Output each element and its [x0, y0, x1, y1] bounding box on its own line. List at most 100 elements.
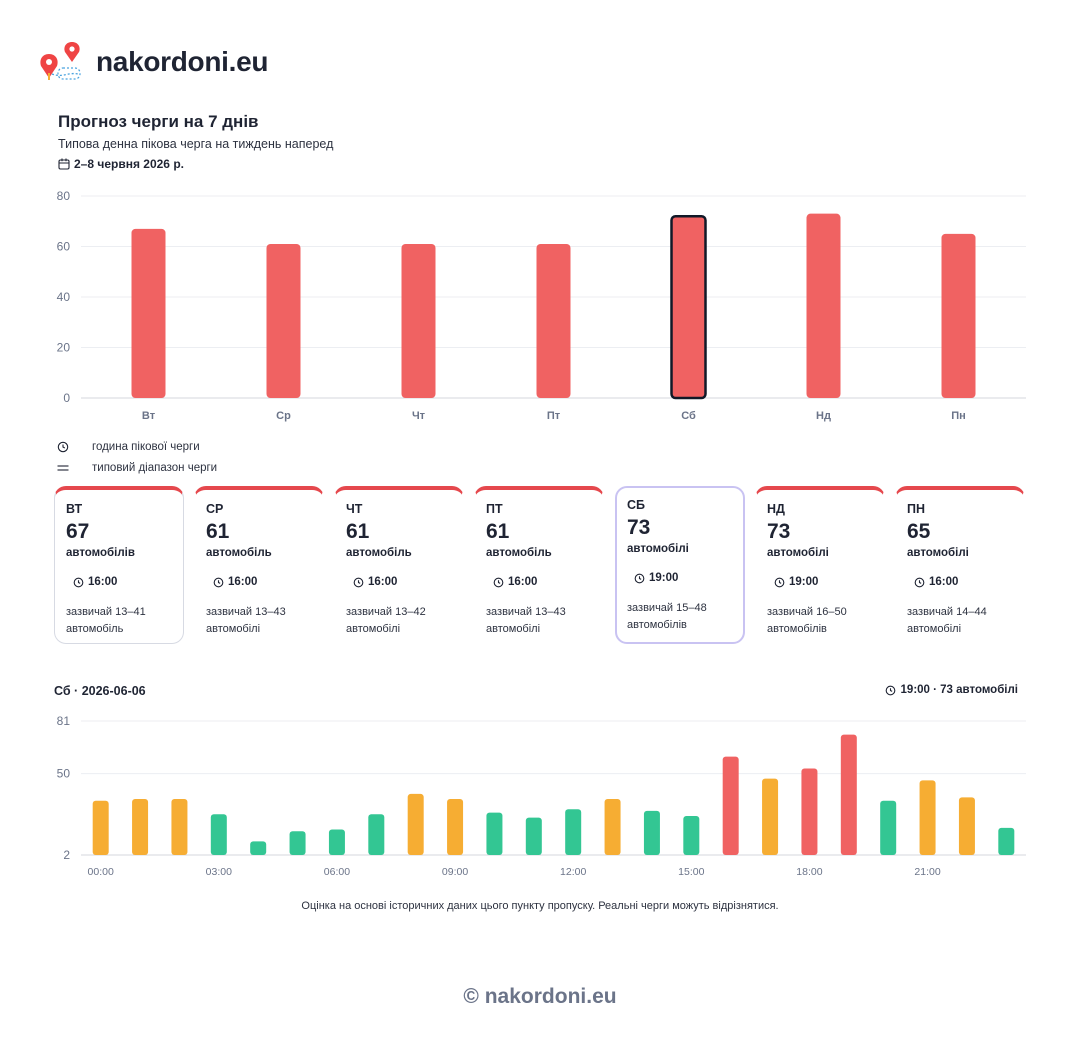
map-pins-route-icon: [40, 42, 81, 80]
day-card[interactable]: НД 73 автомобілі 19:00 зазвичай 16–50 ав…: [755, 486, 885, 644]
hour-bar: [447, 799, 464, 855]
day-card[interactable]: СБ 73 автомобілі 19:00 зазвичай 15–48 ав…: [615, 486, 745, 644]
bar: [670, 214, 707, 400]
hour-bar: [998, 827, 1015, 855]
chart-legend: година пікової черги типовий діапазон че…: [56, 436, 217, 478]
card-range: зазвичай 15–48 автомобілів: [627, 600, 707, 634]
clock-icon: [56, 440, 70, 454]
card-peak-value: 16:00: [929, 576, 959, 588]
card-range-line1: зазвичай 13–43: [206, 606, 286, 618]
card-range: зазвичай 14–44 автомобілі: [907, 604, 987, 638]
day-card[interactable]: ВТ 67 автомобілів 16:00 зазвичай 13–41 а…: [54, 486, 184, 644]
x-tick-label: 00:00: [88, 866, 114, 878]
day-card[interactable]: ЧТ 61 автомобіль 16:00 зазвичай 13–42 ав…: [334, 486, 464, 644]
card-day: СР: [206, 502, 224, 516]
legend-item-peak-hour: година пікової черги: [56, 436, 217, 457]
x-tick-label: Вт: [142, 410, 156, 422]
detail-peak-summary: 19:00 · 73 автомобілі: [885, 684, 1018, 696]
day-cards: ВТ 67 автомобілів 16:00 зазвичай 13–41 а…: [54, 486, 1026, 646]
brand-logo[interactable]: nakordoni.eu: [38, 42, 269, 82]
bar: [941, 233, 976, 398]
hour-bar: [919, 780, 936, 855]
x-tick-label: Сб: [681, 410, 696, 422]
y-tick-label: 0: [63, 391, 70, 405]
card-unit: автомобілів: [66, 547, 135, 559]
clock-icon: [914, 577, 925, 587]
card-range-line2: автомобілі: [346, 623, 401, 635]
card-unit: автомобілі: [627, 543, 689, 555]
hour-bar: [880, 800, 897, 855]
card-range-line1: зазвичай 14–44: [907, 606, 987, 618]
clock-icon: [493, 577, 504, 587]
card-day: СБ: [627, 498, 646, 512]
card-range-line2: автомобілів: [767, 623, 827, 635]
card-range-line2: автомобіль: [66, 623, 124, 635]
card-unit: автомобіль: [486, 547, 552, 559]
x-tick-label: 12:00: [560, 866, 586, 878]
card-day: ВТ: [66, 502, 83, 516]
hour-bar: [762, 778, 779, 855]
card-range: зазвичай 13–43 автомобілі: [486, 604, 566, 638]
card-count: 65: [907, 520, 931, 543]
hour-bar: [958, 797, 975, 855]
y-tick-label: 50: [57, 767, 71, 781]
clock-icon: [213, 577, 224, 587]
day-card[interactable]: ПТ 61 автомобіль 16:00 зазвичай 13–43 ав…: [474, 486, 604, 644]
legend-item-typical-range: типовий діапазон черги: [56, 457, 217, 478]
x-tick-label: Чт: [412, 410, 426, 422]
card-range-line1: зазвичай 16–50: [767, 606, 847, 618]
card-peak-value: 16:00: [228, 576, 258, 588]
hour-bar: [92, 800, 109, 855]
clock-icon: [634, 573, 645, 583]
card-day: ЧТ: [346, 502, 363, 516]
x-tick-label: 03:00: [206, 866, 232, 878]
day-card[interactable]: ПН 65 автомобілі 16:00 зазвичай 14–44 ав…: [895, 486, 1025, 644]
x-tick-label: 21:00: [914, 866, 940, 878]
card-range: зазвичай 13–41 автомобіль: [66, 604, 146, 638]
card-count: 67: [66, 520, 90, 543]
hour-bar: [565, 809, 582, 855]
hour-bar: [840, 734, 857, 855]
hour-bar: [722, 756, 739, 855]
card-peak-time: 16:00: [493, 576, 537, 588]
hour-bar: [604, 799, 621, 855]
bar: [266, 243, 301, 398]
x-tick-label: Пн: [951, 410, 966, 422]
card-unit: автомобілі: [767, 547, 829, 559]
card-peak-time: 16:00: [914, 576, 958, 588]
hour-bar: [643, 810, 660, 855]
forecast-date-range: 2–8 червня 2026 р.: [58, 157, 184, 171]
card-count: 73: [767, 520, 791, 543]
x-tick-label: Нд: [816, 410, 831, 422]
detail-title: Сб · 2026-06-06: [54, 684, 146, 698]
bar: [806, 213, 841, 398]
card-day: ПТ: [486, 502, 503, 516]
hour-bar: [368, 814, 385, 855]
disclaimer-note: Оцінка на основі історичних даних цього …: [301, 900, 779, 912]
hour-bar: [486, 812, 503, 855]
card-range: зазвичай 16–50 автомобілів: [767, 604, 847, 638]
footer-copyright: © nakordoni.eu: [463, 985, 617, 1008]
card-count: 61: [486, 520, 510, 543]
card-unit: автомобіль: [206, 547, 272, 559]
forecast-subtitle: Типова денна пікова черга на тиждень нап…: [58, 137, 334, 151]
clock-icon: [73, 577, 84, 587]
day-card[interactable]: СР 61 автомобіль 16:00 зазвичай 13–43 ав…: [194, 486, 324, 644]
hour-bar: [289, 831, 306, 855]
card-unit: автомобіль: [346, 547, 412, 559]
hour-bar: [525, 817, 542, 855]
card-day: ПН: [907, 502, 926, 516]
card-peak-value: 16:00: [88, 576, 118, 588]
forecast-title: Прогноз черги на 7 днів: [58, 112, 259, 131]
bar: [401, 243, 436, 398]
weekly-peak-chart: 0 20 40 60 80 Вт Ср Чт Пт Сб Нд Пн: [57, 189, 1026, 422]
card-peak-value: 19:00: [789, 576, 819, 588]
legend-label: типовий діапазон черги: [92, 461, 218, 474]
bar: [131, 228, 166, 398]
clock-icon: [774, 577, 785, 587]
card-range-line1: зазвичай 13–43: [486, 606, 566, 618]
card-peak-time: 19:00: [774, 576, 818, 588]
detail-peak-text: 19:00 · 73 автомобілі: [900, 684, 1018, 696]
card-range: зазвичай 13–42 автомобілі: [346, 604, 426, 638]
date-range-text: 2–8 червня 2026 р.: [74, 157, 184, 171]
